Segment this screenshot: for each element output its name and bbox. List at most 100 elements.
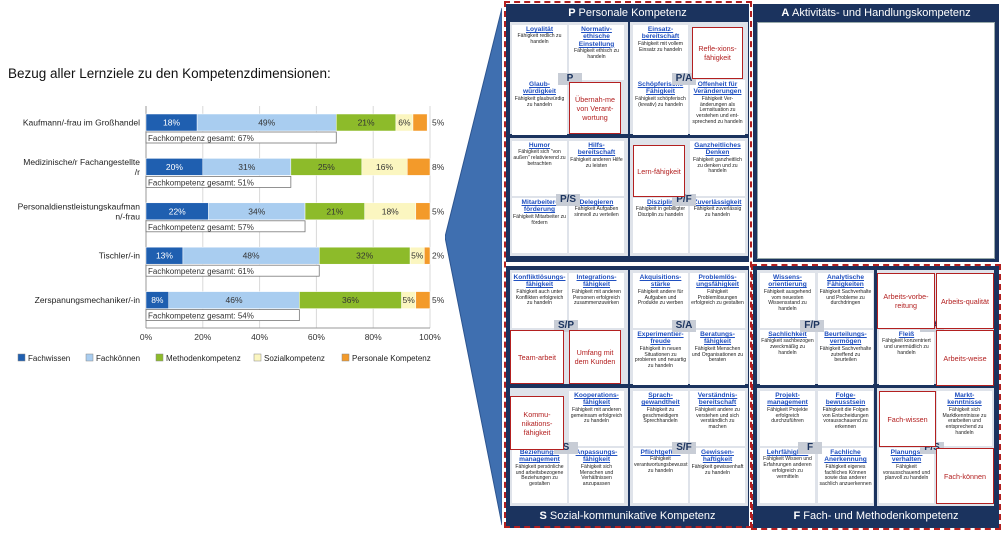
competence-cell: Beurteilungs-vermögen Fähigkeit Sachverha… (818, 330, 873, 385)
quadrant-code: P/A (672, 73, 696, 85)
competence-cell: Markt-kenntnisse Fähigkeit sich Marktkenn… (937, 391, 992, 446)
subtotal-box (145, 309, 300, 322)
data-label: 21% (326, 206, 343, 216)
competence-title[interactable]: Zuverlässigkeit (693, 199, 742, 206)
quadrant-s-title: S Sozial-kommunikative Kompetenz (539, 510, 716, 522)
competence-title[interactable]: Offenheit für Veränderungen (693, 81, 742, 96)
competence-title[interactable]: Anpassungs-fähigkeit (575, 449, 618, 464)
competence-title[interactable]: Mitarbeiter-förderung (521, 199, 558, 214)
competence-title[interactable]: Beziehungs-management (519, 449, 560, 464)
competence-title[interactable]: Schöpferische Fähigkeit (637, 81, 684, 96)
competence-title[interactable]: Fleiß (898, 331, 915, 338)
data-label: 16% (376, 162, 393, 172)
competence-cell: Hilfs-bereitschaft Fähigkeit anderen Hilf… (569, 141, 624, 196)
competence-title[interactable]: Beurteilungs-vermögen (824, 331, 867, 346)
competence-cell: Schöpferische Fähigkeit Fähigkeit schöpfe… (633, 80, 688, 135)
category-label: Kaufmann/-frau im Großhandel (23, 118, 140, 128)
competence-title[interactable]: Wissens-orientierung (768, 274, 807, 289)
data-label: 46% (226, 295, 243, 305)
legend-swatch (155, 353, 164, 362)
competence-description: Fähigkeit in neuen Situationen zu probie… (634, 345, 687, 370)
competence-description: Fähigkeit Mitarbeiter zu fördern (513, 213, 566, 226)
competence-title[interactable]: Disziplin (646, 199, 675, 206)
competence-cell: Folge-bewusstsein Fähigkeit die Folgen vo… (818, 391, 873, 446)
competence-description: Fähigkeit Ver-änderungen als Lernsituati… (692, 95, 743, 125)
competence-description: Fähigkeit mit anderen gemeinsam erfolgre… (570, 406, 623, 425)
stacked-bar-chart: 0% 20% 40% 60% 80% 100% Kaufmann/-frau im Groß… (18, 106, 445, 363)
competence-title[interactable]: Sprach-gewandtheit (641, 392, 680, 407)
competence-title[interactable]: Sachlichkeit (768, 331, 807, 338)
competence-cell: Offenheit für Veränderungen Fähigkeit Ver… (690, 80, 745, 135)
competence-title[interactable]: Analytische Fähigkeiten (826, 274, 864, 289)
data-label: 5% (432, 206, 445, 216)
competence-title[interactable]: Problemlös-ungsfähigkeit (696, 274, 739, 289)
competence-title[interactable]: Akquisitions-stärke (639, 274, 682, 289)
competence-title[interactable]: Experimentier-freude (637, 331, 684, 346)
data-label: 32% (356, 251, 373, 261)
competence-title[interactable]: Beratungs-fähigkeit (700, 331, 735, 346)
data-label: 31% (238, 162, 255, 172)
competence-description: Fähigkeit redlich zu handeln (517, 33, 562, 46)
competence-description: Fähigkeit anderen Hilfe zu leisten (570, 156, 623, 169)
competence-cell: Glaub-würdigkeit Fähigkeit glaubwürdig zu… (512, 80, 567, 135)
legend-swatch (85, 353, 94, 362)
legend-label: Sozialkompetenz (264, 354, 325, 363)
competence-title[interactable]: Folge-bewusstsein (825, 392, 866, 407)
competence-title[interactable]: Integrations-fähigkeit (576, 274, 617, 289)
competence-description: Fähigkeit sich Marktkenntnisse zu erarbe… (942, 406, 987, 436)
competence-description: Fähigkeit auch unter Konflikten erfolgre… (515, 288, 564, 307)
competence-title[interactable]: Delegieren (579, 199, 614, 206)
competence-title[interactable]: Projekt-management (767, 392, 808, 407)
competence-cell: Integrations-fähigkeit Fähigkeit mit ande… (569, 273, 624, 328)
competence-description: Fähigkeit zu geschmeidigem Sprechhandeln (642, 406, 679, 425)
category-label: Personaldienstleistungskaufman n/-frau (18, 201, 141, 221)
competence-title[interactable]: Gewissen-haftigkeit (701, 449, 734, 464)
competence-title[interactable]: Planungs-verhalten (890, 449, 923, 464)
competence-title[interactable]: Konfliktlösungs-fähigkeit (513, 274, 566, 289)
competence-description: Fähigkeit persönliche und arbeitsbezogen… (515, 463, 564, 488)
competence-title[interactable]: Verständnis-bereitschaft (697, 392, 738, 407)
competence-cell: Loyalität Fähigkeit redlich zu handeln (512, 25, 567, 80)
competence-cell: Humor Fähigkeit sich "von außen" relativi… (512, 141, 567, 196)
highlighted-competence: Umfang mit dem Kunden (569, 330, 621, 384)
competence-description: Fähigkeit mit vollem Einsatz zu handeln (637, 40, 683, 53)
quadrant-code: S/P (554, 320, 578, 332)
competence-title[interactable]: Hilfs-bereitschaft (577, 142, 616, 157)
competence-title[interactable]: Normativ-ethische Einstellung (578, 26, 615, 48)
data-label: 8% (151, 295, 164, 305)
competence-cell: Problemlös-ungsfähigkeit Fähigkeit Proble… (690, 273, 745, 328)
competence-description: Fähigkeit konzentriert und unermüdlich z… (882, 338, 931, 356)
competence-cell: Normativ-ethische Einstellung Fähigkeit e… (569, 25, 624, 80)
legend-label: Fachkönnen (96, 354, 140, 363)
competence-cell: Disziplin Fähigkeit in gebilligter Diszip… (633, 198, 688, 253)
competence-description: Fähigkeit schöpferisch (kreativ) zu hand… (635, 95, 686, 108)
competence-cell: Einsatz-bereitschaft Fähigkeit mit vollem… (633, 25, 688, 80)
competence-description: Fähigkeit sich "von außen" relativierend… (513, 149, 566, 167)
competence-title[interactable]: Lehrfähigkeit (766, 449, 809, 456)
competence-description: Fähigkeit die Folgen von Entscheidungen … (822, 406, 869, 431)
bar-segment (412, 113, 428, 132)
competence-title[interactable]: Humor (528, 142, 551, 149)
competence-cell: Akquisitions-stärke Fähigkeit andere für … (633, 273, 688, 328)
quadrant-code: S/F (672, 442, 696, 454)
competence-title[interactable]: Pflichtgefühl (640, 449, 681, 456)
competence-cell: Sachlichkeit Fähigkeit sachbezogen zweckm… (760, 330, 815, 385)
competence-title[interactable]: Einsatz-bereitschaft (641, 26, 680, 41)
x-tick-label: 80% (365, 332, 382, 342)
competence-description: Fähigkeit ganzheitlich zu denken und zu … (693, 156, 742, 175)
competence-title[interactable]: Markt-kenntnisse (947, 392, 982, 407)
x-tick-label: 40% (251, 332, 268, 342)
competence-cell: Wissens-orientierung Fähigkeit ausgehend … (760, 273, 815, 328)
competence-title[interactable]: Glaub-würdigkeit (523, 81, 556, 96)
highlighted-competence: Kommu-nikations-fähigkeit (510, 396, 564, 450)
competence-cell: Delegieren Fähigkeit Aufgaben sinnvoll zu… (569, 198, 624, 253)
competence-title[interactable]: Kooperations-fähigkeit (574, 392, 619, 407)
competence-title[interactable]: Ganzheitliches Denken (694, 142, 741, 157)
competence-description: Fähigkeit mit anderen Personen erfolgrei… (572, 288, 621, 307)
competence-cell: Sprach-gewandtheit Fähigkeit zu geschmeid… (633, 391, 688, 446)
competence-title[interactable]: Loyalität (525, 26, 554, 33)
category-label: Tischler/-in (99, 251, 141, 261)
subtotal-label: Fachkompetenz gesamt: 61% (148, 267, 254, 276)
bar-segment (415, 291, 431, 309)
competence-title[interactable]: Fachliche Anerkennung (824, 449, 867, 464)
